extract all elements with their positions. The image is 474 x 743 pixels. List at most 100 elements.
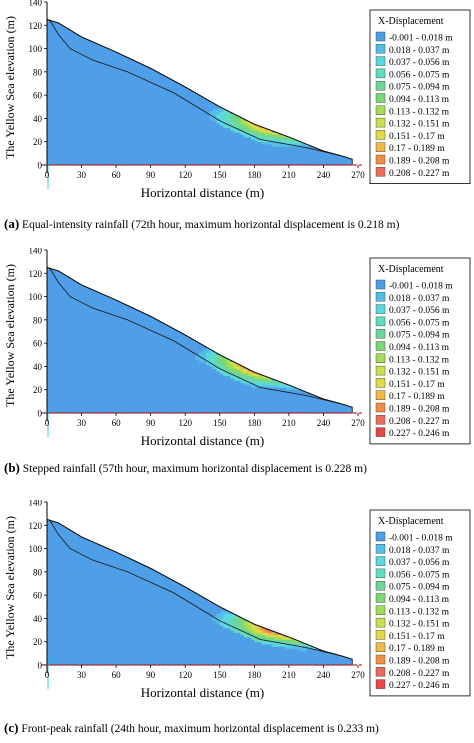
- contour-cell: [271, 132, 276, 136]
- legend-swatch: [375, 617, 386, 628]
- legend-item-label: 0.208 - 0.227 m: [389, 169, 450, 179]
- contour-cell: [268, 641, 273, 645]
- x-tick-label: 90: [146, 418, 156, 428]
- x-tick-label: 240: [317, 418, 331, 428]
- caption-b: (b) Stepped rainfall (57th hour, maximum…: [4, 460, 367, 476]
- contour-cell: [261, 375, 266, 379]
- contour-cell: [254, 127, 259, 131]
- contour-cell: [250, 123, 255, 126]
- contour-cell: [226, 616, 231, 619]
- legend-item-label: 0.113 - 0.132 m: [389, 607, 450, 617]
- y-tick-label: 20: [33, 137, 43, 147]
- contour-cell: [261, 139, 266, 143]
- contour-cell: [216, 111, 221, 115]
- contour-cell: [271, 637, 276, 640]
- legend-item-label: 0.17 - 0.189 m: [389, 144, 445, 154]
- contour-cell: [202, 352, 207, 356]
- y-tick-label: 100: [29, 544, 43, 554]
- contour-cell: [219, 357, 224, 360]
- contour-cell: [219, 361, 224, 365]
- contour-cell: [268, 382, 273, 386]
- contour-cell: [230, 618, 234, 622]
- contour-cell: [271, 144, 276, 147]
- contour-cell: [247, 125, 252, 129]
- contour-cell: [261, 639, 266, 643]
- contour-cell: [292, 139, 297, 143]
- x-tick-label: 210: [282, 670, 296, 680]
- x-tick-label: 180: [248, 418, 262, 428]
- contour-cell: [240, 125, 245, 129]
- contour-cell: [230, 371, 234, 374]
- contour-cell: [219, 364, 224, 367]
- contour-cell: [240, 368, 245, 372]
- contour-cell: [302, 644, 307, 647]
- contour-cell: [257, 380, 262, 384]
- contour-cell: [254, 630, 259, 633]
- x-tick-label: 30: [77, 170, 87, 180]
- contour-cell: [243, 375, 248, 379]
- legend-item-label: 0.189 - 0.208 m: [389, 157, 450, 167]
- contour-cell: [268, 378, 273, 381]
- contour-cell: [250, 375, 255, 379]
- contour-cell: [264, 637, 269, 640]
- legend-swatch: [375, 316, 386, 327]
- contour-cell: [240, 623, 245, 626]
- contour-cell: [275, 639, 279, 643]
- contour-cell: [243, 130, 248, 133]
- contour-cell: [219, 109, 224, 112]
- contour-cell: [223, 361, 228, 365]
- contour-cell: [264, 141, 269, 145]
- y-tick-label: 40: [33, 114, 43, 124]
- contour-cell: [199, 359, 203, 363]
- contour-cell: [243, 127, 248, 131]
- slip-surface-line: [48, 267, 341, 405]
- contour-cell: [285, 644, 290, 647]
- contour-cell: [237, 618, 241, 622]
- contour-cell: [205, 357, 210, 360]
- contour-cell: [264, 632, 269, 636]
- legend-box: [369, 9, 471, 185]
- contour-cell: [240, 627, 245, 631]
- contour-cell: [237, 630, 241, 633]
- contour-cell: [285, 141, 290, 145]
- contour-cell: [226, 368, 231, 372]
- slope-surface-line: [46, 518, 353, 660]
- legend-swatch: [375, 654, 386, 665]
- contour-cell: [243, 134, 248, 138]
- contour-cell: [240, 375, 245, 379]
- legend-swatch: [375, 679, 386, 689]
- contour-cell: [275, 144, 279, 147]
- contour-cell: [223, 109, 228, 112]
- contour-cell: [250, 130, 255, 133]
- legend-swatch: [375, 415, 386, 425]
- legend-swatch: [375, 365, 386, 376]
- contour-cell: [237, 123, 241, 126]
- y-tick-label: 100: [29, 44, 43, 54]
- contour-cell: [240, 366, 245, 370]
- legend-item-label: 0.227 - 0.246 m: [389, 429, 450, 439]
- legend-swatch: [375, 630, 386, 640]
- contour-cell: [261, 634, 266, 638]
- contour-cell: [237, 116, 241, 119]
- x-tick-label: 0: [45, 170, 50, 180]
- contour-cell: [278, 644, 283, 647]
- x-tick-label: 60: [112, 418, 122, 428]
- contour-cell: [233, 373, 238, 377]
- contour-cell: [306, 144, 311, 147]
- y-tick-label: 0: [38, 661, 43, 671]
- legend-swatch: [375, 328, 386, 339]
- contour-cell: [261, 127, 266, 131]
- legend-swatch: [375, 154, 386, 165]
- contour-cell: [233, 627, 238, 631]
- y-tick-label: 60: [33, 591, 43, 601]
- contour-cell: [212, 366, 217, 370]
- contour-cell: [275, 139, 279, 143]
- contour-cell: [271, 382, 276, 386]
- contour-cell: [254, 385, 259, 388]
- contour-cell: [205, 359, 210, 363]
- contour-cell: [247, 373, 252, 377]
- contour-cell: [281, 637, 286, 640]
- contour-cell: [271, 641, 276, 645]
- y-tick-label: 0: [38, 161, 43, 171]
- contour-cell: [257, 373, 262, 377]
